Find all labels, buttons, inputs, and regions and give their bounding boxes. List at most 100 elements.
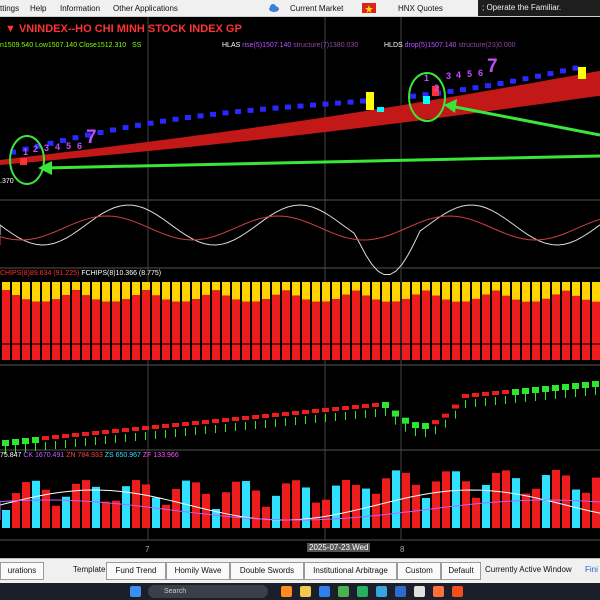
volume-bar <box>362 488 370 528</box>
volume-bar <box>32 480 40 528</box>
macd-candle <box>52 435 59 439</box>
macd-candle <box>392 410 399 417</box>
tab-default[interactable]: Default <box>441 562 481 580</box>
price-candle <box>510 78 516 84</box>
macd-candle <box>152 425 159 429</box>
macd-candle <box>122 428 129 432</box>
price-candle <box>135 122 141 128</box>
chips-bar-red <box>342 294 350 360</box>
price-candle <box>122 125 129 131</box>
chart-title: ▼ VNINDEX--HO CHI MINH STOCK INDEX GP <box>5 23 242 35</box>
volume-bar <box>72 483 80 528</box>
tab-custom[interactable]: Custom <box>397 562 441 580</box>
price-candle <box>35 143 41 149</box>
volume-bar <box>522 493 530 528</box>
tab-homily-wave[interactable]: Homily Wave <box>166 562 230 580</box>
menu-information[interactable]: Information <box>60 4 101 13</box>
macd-candle <box>312 409 319 413</box>
chips-bar-red <box>352 290 360 360</box>
chips-bar-yellow <box>252 282 260 302</box>
price-candle <box>160 118 166 124</box>
chips-bar-yellow <box>362 282 370 296</box>
chrome-icon[interactable] <box>338 586 349 597</box>
tab-institutional-arbitrage[interactable]: Institutional Arbitrage <box>304 562 397 580</box>
macd-candle <box>12 439 19 445</box>
volume-bar <box>332 485 340 528</box>
volume-bar <box>192 482 200 528</box>
macd-candle <box>462 394 469 398</box>
chips-bar-yellow <box>422 282 430 291</box>
menu-settings[interactable]: ttings <box>0 4 20 13</box>
chips-bar-yellow <box>412 282 420 295</box>
macd-candle <box>532 387 539 393</box>
volume-bar <box>212 508 220 528</box>
volume-bar <box>572 489 580 528</box>
app-icon[interactable] <box>395 586 406 597</box>
hlas-label: HLAS <box>222 42 241 49</box>
active-window-value[interactable]: Fini <box>585 565 598 574</box>
chips-bar-red <box>162 299 170 360</box>
chips-bar-red <box>572 295 580 360</box>
macd-candle <box>182 422 189 426</box>
volume-bar <box>542 475 550 528</box>
browser-icon[interactable] <box>319 586 330 597</box>
chips-bar-red <box>422 290 430 360</box>
macd-candle <box>352 405 359 409</box>
chips-bar-yellow <box>482 282 490 295</box>
windows-start-icon[interactable] <box>130 586 141 597</box>
office-icon[interactable] <box>452 586 463 597</box>
chips-bar-yellow <box>132 282 140 296</box>
settings-icon[interactable] <box>414 586 425 597</box>
chips-bar-red <box>232 299 240 360</box>
hlds-readout: HLDS drop(5)1507.140 structure(23)0.000 <box>384 42 516 49</box>
chips-bar-yellow <box>322 282 330 302</box>
tab-fund-trend[interactable]: Fund Trend <box>106 562 166 580</box>
price-candle <box>377 107 384 112</box>
chips-bar-yellow <box>222 282 230 296</box>
volume-bar <box>272 495 280 528</box>
chips-bar-red <box>262 299 270 360</box>
xbox-icon[interactable] <box>357 586 368 597</box>
chips-bar-red <box>102 301 110 360</box>
macd-candle <box>582 382 589 388</box>
chips-bar-red <box>172 301 180 360</box>
chips-bar-red <box>222 295 230 360</box>
price-candle <box>422 92 429 98</box>
taskbar-search[interactable]: Search <box>148 585 268 598</box>
oscillator-line-white <box>0 204 600 276</box>
macd-candle <box>362 404 369 408</box>
chips-bar-yellow <box>112 282 120 302</box>
count-right-1: 1 <box>424 73 430 83</box>
chips-bar-yellow <box>162 282 170 300</box>
price-candle <box>366 92 374 110</box>
tab-configurations[interactable]: urations <box>0 562 44 580</box>
menu-other-applications[interactable]: Other Applications <box>113 4 178 13</box>
price-candle <box>297 103 304 109</box>
chips-bar-yellow <box>552 282 560 295</box>
tab-double-swords[interactable]: Double Swords <box>230 562 304 580</box>
chips-bar-red <box>292 295 300 360</box>
volume-bar <box>482 484 490 528</box>
chips-bar-red <box>372 299 380 360</box>
chips-bar-yellow <box>512 282 520 300</box>
folder-icon[interactable] <box>300 586 311 597</box>
price-candle <box>22 146 29 152</box>
price-candle <box>460 87 466 93</box>
hlds-structure: structure(23)0.000 <box>458 42 516 49</box>
macd-candle <box>482 392 489 396</box>
chips-bar-yellow <box>372 282 380 300</box>
store-icon[interactable] <box>433 586 444 597</box>
current-market-link[interactable]: Current Market <box>290 4 344 13</box>
photos-icon[interactable] <box>281 586 292 597</box>
hnx-quotes-link[interactable]: HNX Quotes <box>398 4 443 13</box>
volume-bar <box>532 488 540 528</box>
macd-candle <box>272 413 279 417</box>
ie-icon[interactable] <box>376 586 387 597</box>
count-left-1: 1 <box>23 147 29 157</box>
menu-help[interactable]: Help <box>30 4 47 13</box>
price-candle <box>572 65 579 71</box>
ck-prev-value: 75.847 <box>0 452 22 459</box>
volume-bar <box>242 481 250 528</box>
macd-candle <box>162 424 169 428</box>
stock-chart-canvas[interactable] <box>0 17 600 558</box>
